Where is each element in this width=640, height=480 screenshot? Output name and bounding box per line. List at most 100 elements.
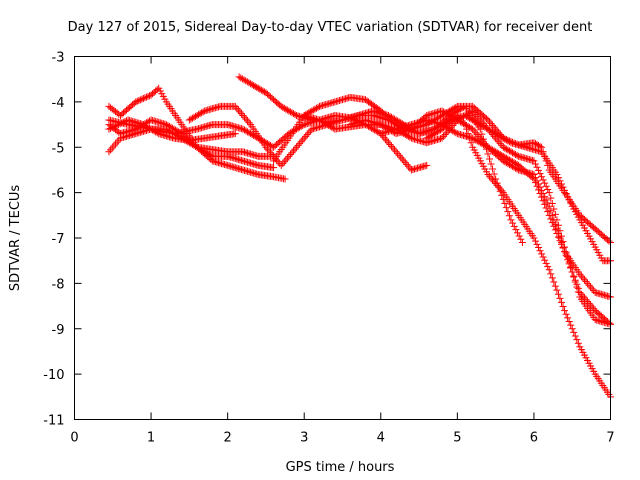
data-point (571, 276, 579, 284)
data-point (381, 135, 389, 143)
data-point (473, 112, 481, 120)
data-point (286, 108, 294, 116)
data-point (498, 187, 506, 195)
data-point (487, 120, 495, 128)
data-point (550, 222, 558, 230)
data-point (507, 138, 515, 146)
data-point (574, 339, 582, 347)
data-point (401, 159, 409, 167)
data-point (108, 124, 116, 132)
data-point (245, 129, 253, 137)
data-point (473, 137, 481, 145)
data-point (470, 135, 478, 143)
data-point (289, 147, 297, 155)
data-point (489, 131, 497, 139)
data-point (518, 239, 526, 247)
data-point (504, 155, 512, 163)
data-point (293, 143, 301, 151)
data-point (286, 151, 294, 159)
data-point (557, 298, 565, 306)
data-point (547, 207, 555, 215)
data-point (478, 140, 486, 148)
data-point (199, 108, 207, 116)
data-point (430, 130, 438, 138)
data-point (504, 136, 512, 144)
data-point (248, 81, 256, 89)
data-point (245, 119, 253, 127)
data-point (545, 211, 553, 219)
data-point (142, 93, 150, 101)
data-point (305, 129, 313, 137)
data-point (311, 105, 319, 113)
data-point (554, 233, 562, 241)
data-point (447, 106, 455, 114)
data-point (404, 162, 412, 170)
data-point (247, 80, 255, 88)
data-point (547, 215, 555, 223)
data-point (582, 296, 590, 304)
data-point (277, 161, 285, 169)
data-point (466, 123, 474, 131)
y-tick-label: -5 (52, 141, 65, 156)
data-point (464, 130, 472, 138)
data-point (285, 107, 293, 115)
data-point (472, 129, 480, 137)
data-point (424, 133, 432, 141)
data-point (545, 202, 553, 210)
data-point (507, 148, 515, 156)
data-point (554, 174, 562, 182)
data-point (188, 114, 196, 122)
data-point (580, 276, 588, 284)
data-point (277, 102, 285, 110)
data-point (231, 102, 239, 110)
data-point (251, 82, 259, 90)
data-point (282, 156, 290, 164)
data-point (484, 170, 492, 178)
data-point (283, 106, 291, 114)
data-point (288, 149, 296, 157)
data-point (502, 145, 510, 153)
data-point (440, 132, 448, 140)
data-point (446, 125, 454, 133)
data-point (510, 222, 518, 230)
data-point (585, 299, 593, 307)
data-point (139, 94, 147, 102)
data-point (551, 226, 559, 234)
data-point (590, 305, 598, 313)
data-point (299, 136, 307, 144)
data-point (280, 158, 288, 166)
data-point (482, 123, 490, 131)
data-point (502, 136, 510, 144)
data-point (395, 151, 403, 159)
data-point (317, 117, 325, 125)
data-point (132, 98, 140, 106)
data-point (240, 126, 248, 134)
data-point (538, 143, 546, 151)
data-point (470, 117, 478, 125)
data-point (469, 107, 477, 115)
data-point (486, 127, 494, 135)
data-point (254, 84, 262, 92)
data-point (531, 237, 539, 245)
x-tick-label: 3 (300, 431, 308, 446)
data-point (535, 244, 543, 252)
series-s9 (300, 107, 614, 328)
data-point (576, 270, 584, 278)
data-point (138, 95, 146, 103)
data-point (282, 105, 290, 113)
data-point (392, 148, 400, 156)
data-point (449, 127, 457, 135)
data-point (562, 310, 570, 318)
data-point (495, 183, 503, 191)
data-point (544, 199, 552, 207)
data-point (459, 119, 467, 127)
data-point (541, 152, 549, 160)
data-point (544, 263, 552, 271)
data-point (105, 125, 113, 133)
data-point (263, 145, 271, 153)
data-point (541, 200, 549, 208)
data-point (505, 137, 513, 145)
data-point (551, 282, 559, 290)
data-point (472, 118, 480, 126)
